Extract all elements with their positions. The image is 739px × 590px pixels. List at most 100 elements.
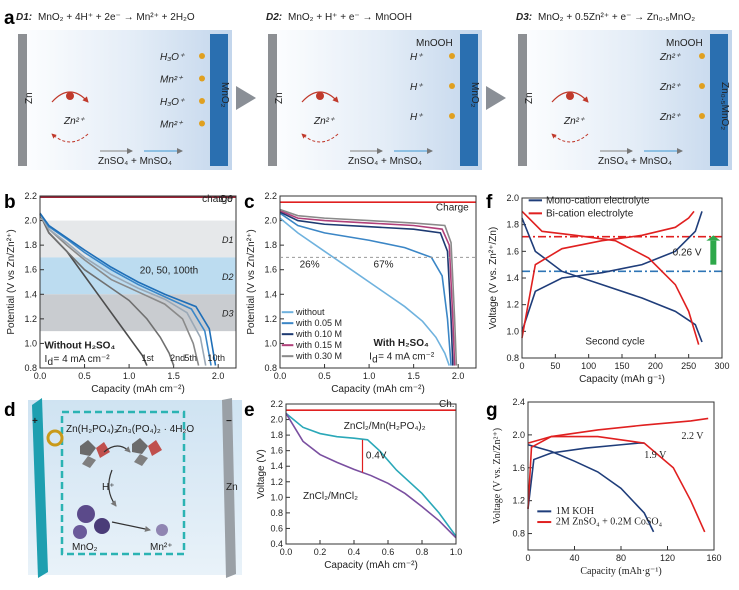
y-tick-label: 1.8: [506, 220, 519, 230]
y-tick-label: 1.4: [264, 289, 277, 299]
zn-ion-return-arrow: [551, 133, 589, 143]
voltage-gap-label: 0.4V: [366, 450, 387, 461]
panel-label-g: g: [486, 400, 498, 421]
panel-label-b: b: [4, 192, 16, 213]
plot-frame: [39, 195, 237, 369]
cathode-electrode: [710, 34, 728, 166]
panel-label-f: f: [486, 192, 493, 213]
y-tick-label: 1.2: [264, 314, 277, 324]
species-icon: [199, 120, 205, 127]
zn-ion-icon: [316, 92, 324, 100]
y-tick-label: 1.6: [264, 265, 277, 275]
y-tick-label: 2.0: [506, 193, 519, 203]
mechanism-equation: MnO₂ + 0.5Zn²⁺ + e⁻ → Zn₀.₅MnO₂: [538, 12, 695, 23]
zn-ion-return-arrow: [51, 133, 89, 143]
zn-anode-plate: [222, 398, 236, 578]
h-plus-label: H⁺: [102, 482, 115, 493]
panel-a-mechanisms: Zn MnO₂ D1: MnO₂ + 4H⁺ + 2e⁻ → Mn²⁺ + 2H₂O Z…: [12, 12, 732, 170]
x-tick-label: 0.0: [274, 371, 287, 381]
zn3po4-label: Zn₃(PO₄)₂ · 4H₂O: [116, 424, 194, 435]
conversion-arrow: [103, 445, 131, 453]
product-label: MnOOH: [666, 38, 703, 49]
y-tick-label: 0.6: [270, 523, 283, 533]
chart-c: 0.8 1.0 1.2 1.4 1.6 1.8 2.0 2.2 0.0 0.5 1.0 1.5 2.0 C…: [246, 191, 477, 395]
species-icon: [199, 98, 205, 104]
y-tick-label: 2.2: [24, 191, 37, 201]
mn2plus-label: Mn²⁺: [150, 542, 173, 553]
species-icon: [449, 53, 455, 59]
x-tick-label: 0.4: [348, 547, 361, 557]
zn-ion-arrow: [301, 91, 339, 103]
series-line: [527, 435, 706, 533]
y-tick-label: 2.0: [512, 430, 525, 440]
y-tick-label: 2.0: [264, 216, 277, 226]
y-tick-label: 1.2: [506, 300, 519, 310]
legend-label: without: [295, 307, 325, 317]
x-tick-label: 0: [525, 553, 530, 563]
chart-e: 0.4 0.6 0.8 1.0 1.2 1.4 1.6 1.8 2.0 2.2 0.0 0.2 0.4 0…: [256, 399, 462, 571]
x-tick-label: 1.5: [407, 371, 420, 381]
y-axis-label: Voltage (V): [256, 449, 267, 498]
species-label: Zn²⁺: [659, 112, 681, 123]
mno2-particle: [73, 525, 87, 539]
chart-f: 0.8 1.0 1.2 1.4 1.6 1.8 2.0 0 50 100 150 200 250 300 C…: [488, 193, 730, 385]
y-tick-label: 0.8: [264, 363, 277, 373]
legend-label: Bi-cation electrolyte: [546, 208, 634, 219]
current-density: = 4 mA cm⁻²: [378, 351, 435, 362]
zn-anode: [18, 34, 27, 166]
plot-area: [286, 404, 456, 544]
panel-label-c: c: [244, 192, 255, 213]
mechanism-equation: MnO₂ + H⁺ + e⁻ → MnOOH: [288, 12, 412, 23]
current-density: = 4 mA cm⁻²: [53, 354, 110, 365]
plot-frame: [527, 401, 715, 551]
species-icon: [199, 75, 205, 82]
electrolyte-label: ZnSO₄ + MnSO₄: [98, 156, 172, 167]
x-tick-label: 0.8: [416, 547, 429, 557]
zn-ion-arrow: [551, 91, 589, 103]
y-tick-label: 1.8: [24, 240, 37, 250]
species-label: H⁺: [410, 82, 423, 93]
y-axis-label: Voltage (V vs. Zn/Zn²⁺): [492, 428, 503, 524]
plot-area: [522, 198, 722, 358]
y-axis-label: Potential (V vs Zn/Zn²⁺): [6, 229, 17, 334]
x-tick-label: 0: [519, 361, 524, 371]
percent-annotation: 67%: [374, 259, 394, 270]
y-tick-label: 1.4: [270, 461, 283, 471]
y-tick-label: 1.0: [24, 338, 37, 348]
y-tick-label: 2.0: [24, 216, 37, 226]
y-tick-label: 1.0: [264, 338, 277, 348]
series-line: [39, 214, 207, 366]
species-label: Mn²⁺: [160, 75, 183, 86]
condition-label: With H₂SO₄: [374, 338, 429, 349]
plot-frame: [279, 195, 477, 369]
species-icon: [699, 113, 705, 119]
charge-label: charge: [202, 194, 233, 205]
cycle-label: Second cycle: [585, 337, 645, 348]
x-tick-label: 1.0: [450, 547, 463, 557]
x-tick-label: 0.0: [34, 371, 47, 381]
y-tick-label: 0.8: [506, 353, 519, 363]
legend-label: with 0.15 M: [295, 340, 342, 350]
cell-background: [512, 30, 732, 170]
plus-sign: +: [32, 416, 38, 427]
species-label: Zn²⁺: [659, 52, 681, 63]
increase-arrow-icon: [710, 240, 717, 265]
charge-label: Ch.: [439, 399, 455, 410]
x-axis-label: Capacity (mAh cm⁻²): [91, 384, 185, 395]
cathode-label: MnO₂: [469, 82, 480, 108]
zn-ion-icon: [566, 92, 574, 100]
region-band: [40, 294, 236, 332]
x-tick-label: 80: [616, 553, 626, 563]
x-tick-label: 150: [614, 361, 629, 371]
current-subscript: d: [47, 357, 53, 368]
zn-anode-label: Zn: [24, 92, 35, 104]
x-tick-label: 2.0: [452, 371, 465, 381]
panel-label-d: d: [4, 400, 16, 421]
cycle-number-label: 10th: [207, 353, 225, 363]
region-label: D3: [222, 309, 234, 319]
current-subscript: d: [372, 354, 378, 365]
y-tick-label: 1.8: [270, 430, 283, 440]
y-tick-label: 0.4: [270, 539, 283, 549]
species-label: Zn²⁺: [659, 82, 681, 93]
